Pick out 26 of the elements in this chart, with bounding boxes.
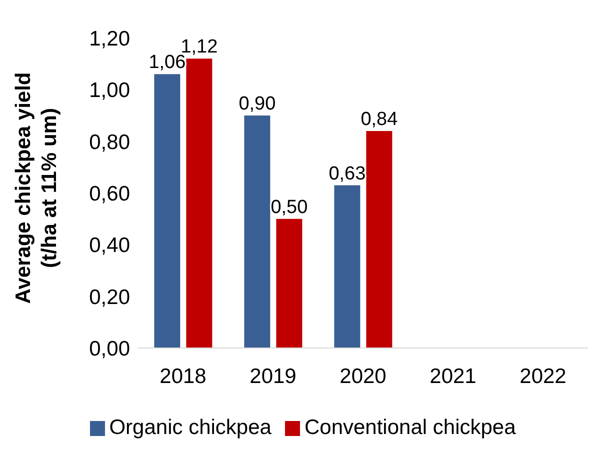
x-tick-label: 2020	[340, 364, 386, 388]
y-tick-label: 0,80	[89, 130, 130, 154]
bar	[366, 131, 392, 348]
data-label: 1,06	[148, 52, 186, 74]
y-axis-title: Average chickpea yield (t/ha at 11% um)	[12, 72, 61, 304]
data-label: 0,63	[328, 163, 366, 184]
x-tick-label: 2022	[520, 364, 566, 388]
y-tick-label: 0,40	[89, 234, 130, 258]
x-tick-label: 2018	[160, 364, 206, 388]
data-label: 0,50	[270, 196, 308, 218]
y-tick-label: 1,20	[89, 27, 130, 50]
bar	[154, 74, 180, 348]
y-tick-label: 0,20	[89, 286, 130, 309]
x-tick-label: 2021	[430, 364, 476, 388]
legend-label: Conventional chickpea	[304, 416, 516, 440]
bar	[186, 58, 212, 348]
bar	[276, 218, 302, 348]
bar	[334, 185, 360, 348]
data-label: 0,84	[360, 109, 398, 130]
x-tick-label: 2019	[250, 364, 296, 388]
legend-label: Organic chickpea	[109, 416, 272, 440]
y-tick-label: 1,00	[89, 79, 130, 102]
data-label: 0,90	[238, 94, 276, 114]
bar	[244, 116, 270, 348]
y-tick-label: 0,60	[89, 182, 130, 206]
y-tick-label: 0,00	[89, 337, 130, 360]
